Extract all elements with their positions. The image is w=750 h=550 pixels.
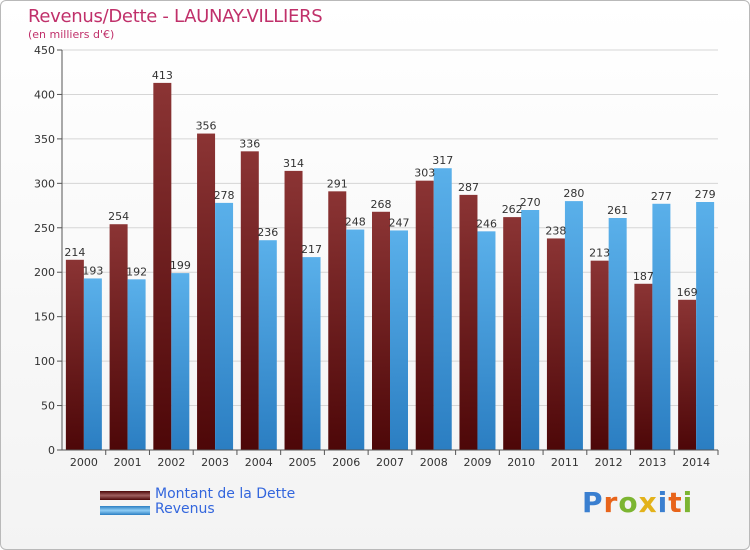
bar-dette [65,259,84,450]
bar-revenus [83,278,102,450]
x-tick-label: 2013 [638,456,666,469]
proxiti-logo: Proxiti [582,486,694,519]
bar-dette [503,217,522,450]
x-tick-label: 2001 [114,456,142,469]
legend-swatch-revenus [100,506,150,515]
data-label-revenus: 280 [563,187,584,200]
data-label-revenus: 248 [345,216,366,229]
data-label-dette: 336 [239,137,260,150]
bar-revenus [258,240,277,450]
x-tick-label: 2004 [245,456,273,469]
data-label-dette: 238 [545,224,566,237]
bar-dette [109,224,128,450]
x-tick-label: 2010 [507,456,535,469]
bar-revenus [696,202,715,450]
y-tick-label: 50 [41,400,55,413]
legend-label-revenus: Revenus [155,501,215,517]
bar-dette [372,211,390,450]
chart-title: Revenus/Dette - LAUNAY-VILLIERS [28,6,323,27]
bar-revenus [127,279,146,450]
x-tick-label: 2002 [157,456,185,469]
data-label-revenus: 278 [214,189,235,202]
chart-subtitle: (en milliers d'€) [28,28,115,41]
bar-dette [153,82,172,450]
bar-dette [546,238,565,450]
data-label-dette: 254 [108,210,129,223]
x-tick-label: 2012 [595,456,623,469]
legend-label-dette: Montant de la Dette [155,486,296,502]
y-tick-label: 100 [34,355,55,368]
y-tick-label: 300 [34,177,55,190]
data-label-dette: 287 [458,181,479,194]
x-tick-label: 2014 [682,456,710,469]
bars [65,82,715,451]
data-label-revenus: 199 [170,259,191,272]
data-label-dette: 303 [414,167,435,180]
y-tick-label: 450 [34,44,55,57]
axes [57,49,719,455]
bar-dette [284,170,303,450]
data-label-revenus: 277 [651,190,672,203]
data-label-dette: 413 [152,69,173,82]
y-tick-label: 400 [34,88,55,101]
data-label-revenus: 247 [389,216,410,229]
y-tick-label: 250 [34,222,55,235]
bar-dette [415,180,434,450]
x-tick-label: 2006 [332,456,360,469]
data-label-dette: 187 [633,270,654,283]
bar-revenus [346,229,365,450]
legend-swatch-dette [100,491,150,500]
bar-revenus [171,273,190,450]
bar-revenus [477,231,496,450]
bar-dette [459,194,478,450]
y-tick-label: 0 [48,444,55,457]
x-tick-label: 2005 [289,456,317,469]
data-label-dette: 214 [64,246,85,259]
data-label-dette: 262 [502,203,523,216]
bar-dette [678,299,697,450]
data-label-revenus: 261 [607,204,628,217]
bar-revenus [433,168,452,450]
data-label-dette: 213 [589,247,610,260]
bar-revenus [652,203,671,450]
data-label-dette: 291 [327,177,348,190]
y-tick-label: 150 [34,311,55,324]
data-label-dette: 356 [196,120,217,133]
data-label-revenus: 192 [126,265,147,278]
data-label-revenus: 317 [432,154,453,167]
y-tick-label: 350 [34,133,55,146]
data-label-revenus: 236 [257,226,278,239]
data-label-dette: 314 [283,157,304,170]
x-tick-label: 2011 [551,456,579,469]
bar-dette [240,151,259,451]
bar-dette [197,133,216,451]
labels: 0 50 100 150 200 250 300 350 400 450 2000 214 193 200… [34,44,716,469]
bar-revenus [302,257,321,450]
x-tick-label: 2007 [376,456,404,469]
bar-revenus [521,210,540,450]
bar-dette [328,191,347,451]
bar-revenus [390,230,408,450]
y-tick-label: 200 [34,266,55,279]
data-label-revenus: 246 [476,217,497,230]
bar-dette [590,260,609,450]
data-label-dette: 169 [677,286,698,299]
bar-revenus [564,201,583,450]
x-tick-label: 2003 [201,456,229,469]
data-label-revenus: 270 [520,196,541,209]
bar-dette [634,283,653,450]
bar-revenus [608,218,627,450]
data-label-revenus: 193 [82,264,103,277]
x-tick-label: 2009 [463,456,491,469]
data-label-revenus: 279 [695,188,716,201]
data-label-dette: 268 [371,198,392,211]
bar-revenus [215,202,234,450]
data-label-revenus: 217 [301,243,322,256]
x-tick-label: 2000 [70,456,98,469]
x-tick-label: 2008 [420,456,448,469]
